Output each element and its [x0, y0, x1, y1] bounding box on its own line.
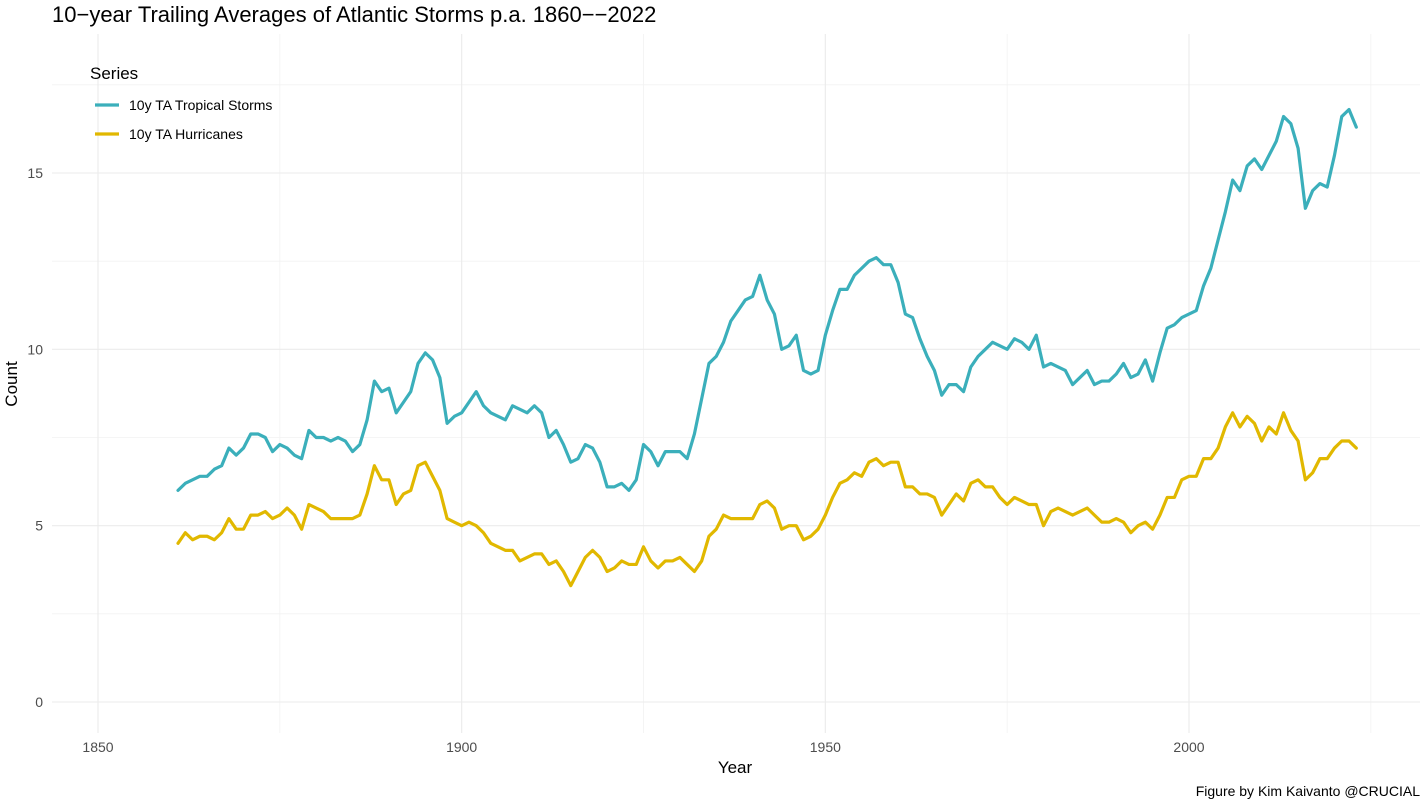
- x-tick-label: 1900: [446, 739, 477, 755]
- legend-label: 10y TA Tropical Storms: [129, 97, 272, 113]
- series-layer: [176, 107, 1358, 588]
- legend-label: 10y TA Hurricanes: [129, 126, 243, 142]
- y-axis-title: Count: [2, 361, 21, 407]
- x-axis-title: Year: [718, 758, 753, 777]
- x-tick-label: 1950: [810, 739, 841, 755]
- chart-caption: Figure by Kim Kaivanto @CRUCIAL: [1196, 783, 1421, 799]
- grid-layer: [52, 34, 1420, 733]
- legend: Series 10y TA Tropical Storms 10y TA Hurri…: [90, 64, 272, 142]
- x-tick-label: 1850: [82, 739, 113, 755]
- legend-title: Series: [90, 64, 138, 83]
- y-tick-label: 10: [27, 341, 43, 357]
- y-tick-label: 15: [27, 165, 43, 181]
- series-line-tropical-storms: [176, 107, 1358, 492]
- x-tick-label: 2000: [1173, 739, 1204, 755]
- chart-title: 10−year Trailing Averages of Atlantic St…: [52, 2, 656, 27]
- axis-layer: 1850 1900 1950 2000 0 5 10 15: [27, 165, 1204, 755]
- series-line-hurricanes: [176, 411, 1358, 588]
- y-tick-label: 5: [35, 518, 43, 534]
- y-tick-label: 0: [35, 694, 43, 710]
